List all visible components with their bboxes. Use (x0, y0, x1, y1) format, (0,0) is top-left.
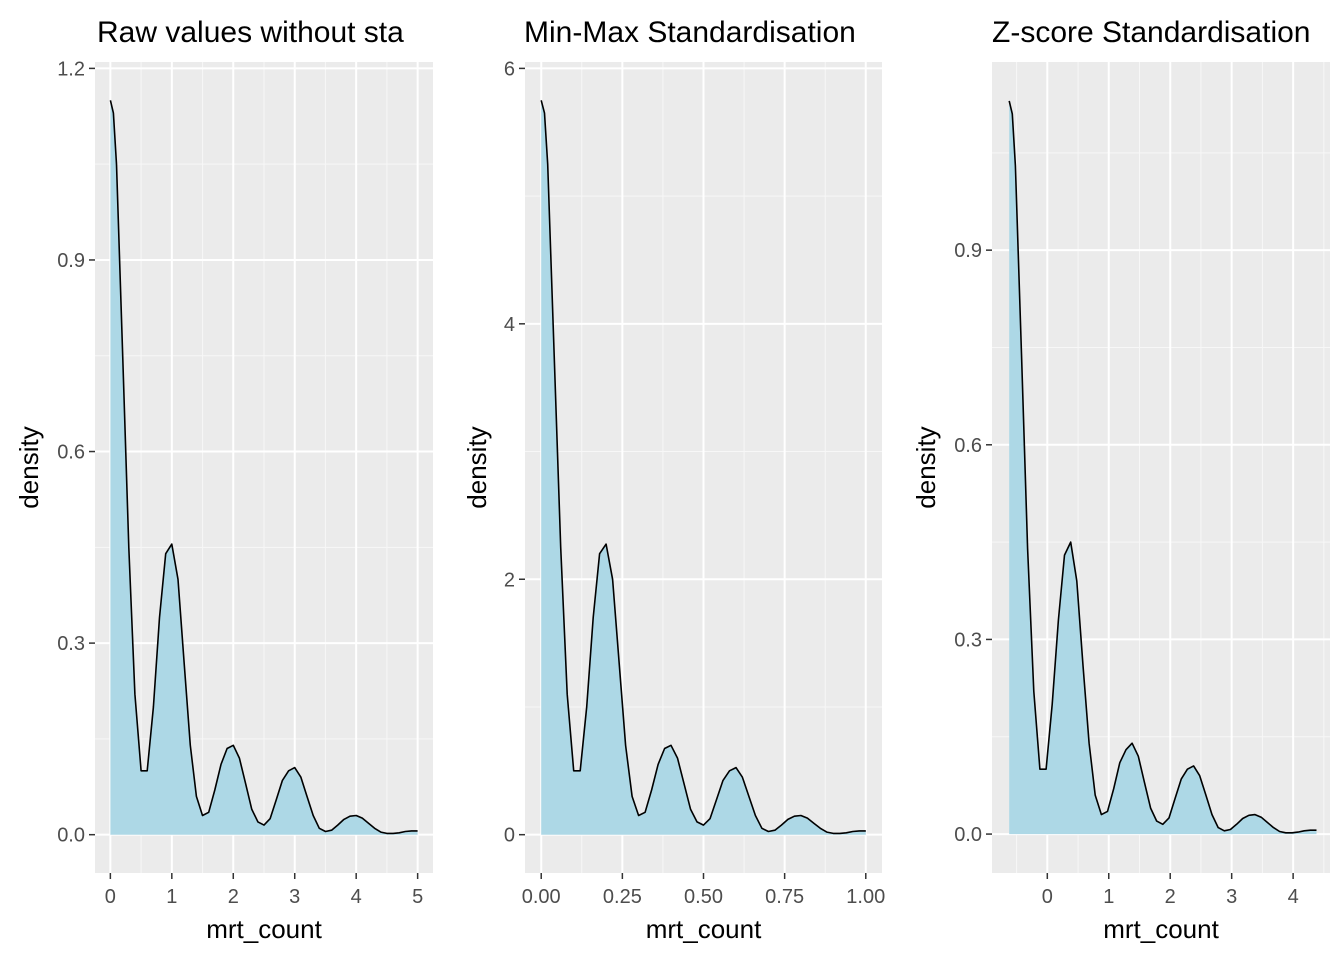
panel-z-score: 0 1 2 3 4 0.0 0.3 0.6 0.9 Z-score Standardisation… (911, 16, 1330, 944)
x-tick-label: 3 (289, 886, 300, 908)
x-tick-label: 2 (228, 886, 239, 908)
y-tick-label: 4 (504, 314, 515, 336)
panel-raw-values: 0 1 2 3 4 5 0.0 0.3 0.6 0.9 1.2 Raw values without … (14, 16, 433, 944)
y-axis-title: density (911, 426, 941, 508)
y-tick-label: 0.9 (954, 240, 982, 262)
x-tick-label: 5 (412, 886, 423, 908)
panel-min-max: 0.00 0.25 0.50 0.75 1.00 0 2 4 6 Min-Max Standard… (462, 16, 885, 944)
x-tick-label: 0 (105, 886, 116, 908)
y-tick-label: 0 (504, 825, 515, 847)
density-line (109, 100, 418, 835)
y-tick-label: 0.6 (57, 442, 85, 464)
y-axis-title: density (462, 426, 492, 508)
y-tick-label: 0.3 (57, 633, 85, 655)
y-tick-label: 0.9 (57, 250, 85, 272)
y-tick-label: 1.2 (57, 58, 85, 80)
x-axis-title: mrt_count (1103, 914, 1219, 944)
density-line (1008, 100, 1317, 834)
x-tick-label: 4 (1288, 886, 1299, 908)
x-tick-label: 2 (1165, 886, 1176, 908)
y-tick-label: 0.6 (954, 435, 982, 457)
x-tick-label: 1 (1103, 886, 1114, 908)
x-tick-label: 1 (166, 886, 177, 908)
chart-title: Raw values without sta (97, 16, 404, 49)
x-tick-label: 0.25 (603, 886, 642, 908)
x-tick-label: 0.75 (765, 886, 804, 908)
y-tick-label: 2 (504, 569, 515, 591)
x-tick-label: 0.50 (684, 886, 723, 908)
x-tick-label: 4 (351, 886, 362, 908)
y-tick-label: 0.3 (954, 629, 982, 651)
x-tick-label: 0.00 (522, 886, 561, 908)
y-axis-title: density (14, 426, 44, 508)
x-tick-label: 0 (1042, 886, 1053, 908)
y-tick-label: 0.0 (57, 825, 85, 847)
y-tick-label: 6 (504, 58, 515, 80)
y-tick-label: 0.0 (954, 824, 982, 846)
chart-title: Z-score Standardisation (992, 16, 1311, 49)
panel-background (992, 62, 1330, 873)
x-axis-title: mrt_count (646, 914, 762, 944)
chart-title: Min-Max Standardisation (524, 16, 856, 49)
x-tick-label: 3 (1226, 886, 1237, 908)
x-axis-title: mrt_count (206, 914, 322, 944)
density-line (540, 100, 866, 835)
x-tick-label: 1.00 (846, 886, 885, 908)
